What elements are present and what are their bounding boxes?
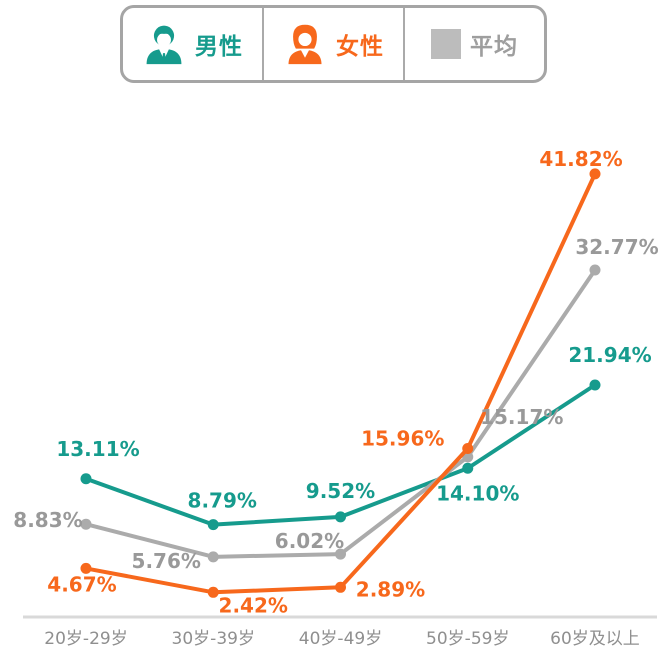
value-label-average-1: 5.76%	[132, 549, 201, 573]
x-axis-label-0: 20岁-29岁	[44, 629, 127, 649]
data-point-male-3	[462, 462, 474, 474]
value-label-male-4: 21.94%	[568, 343, 651, 367]
value-label-female-2: 2.89%	[356, 577, 425, 601]
data-point-average-0	[80, 518, 92, 530]
x-axis-label-4: 60岁及以上	[550, 629, 640, 649]
legend-label-male: 男性	[195, 34, 243, 60]
value-label-male-0: 13.11%	[56, 437, 139, 461]
data-point-average-2	[335, 548, 346, 560]
data-point-male-0	[80, 473, 92, 485]
legend-item-male: 男性	[123, 8, 262, 80]
data-point-average-1	[207, 551, 219, 563]
value-label-female-3: 15.96%	[361, 427, 444, 451]
legend-item-average: 平均	[403, 8, 544, 80]
legend-item-female: 女性	[262, 8, 403, 80]
male-person-icon	[146, 25, 182, 65]
data-point-female-3	[462, 443, 474, 455]
value-label-female-1: 2.42%	[219, 593, 288, 617]
data-point-female-1	[207, 586, 219, 598]
data-point-male-1	[207, 519, 219, 531]
data-point-female-2	[335, 581, 346, 593]
x-axis-label-2: 40岁-49岁	[299, 629, 382, 649]
value-label-female-0: 4.67%	[47, 572, 116, 596]
square-swatch	[431, 29, 461, 59]
data-point-male-4	[589, 379, 601, 391]
data-point-female-4	[589, 168, 601, 180]
data-point-female-0	[80, 562, 92, 574]
value-label-male-2: 9.52%	[306, 479, 375, 503]
x-axis-label-1: 30岁-39岁	[172, 629, 255, 649]
legend: 男性 女性 平均	[120, 5, 547, 83]
female-person-icon	[288, 24, 322, 65]
legend-label-female: 女性	[336, 34, 384, 60]
value-label-male-1: 8.79%	[188, 489, 257, 513]
value-label-average-0: 8.83%	[13, 508, 82, 532]
data-point-male-2	[335, 511, 346, 523]
legend-label-average: 平均	[470, 34, 518, 60]
value-label-female-4: 41.82%	[539, 147, 622, 171]
value-label-average-4: 32.77%	[575, 235, 658, 259]
data-point-average-4	[589, 264, 601, 276]
value-label-male-3: 14.10%	[436, 481, 519, 505]
x-axis-label-3: 50岁-59岁	[426, 629, 509, 649]
value-label-average-3: 15.17%	[480, 405, 563, 429]
value-label-average-2: 6.02%	[275, 529, 344, 553]
